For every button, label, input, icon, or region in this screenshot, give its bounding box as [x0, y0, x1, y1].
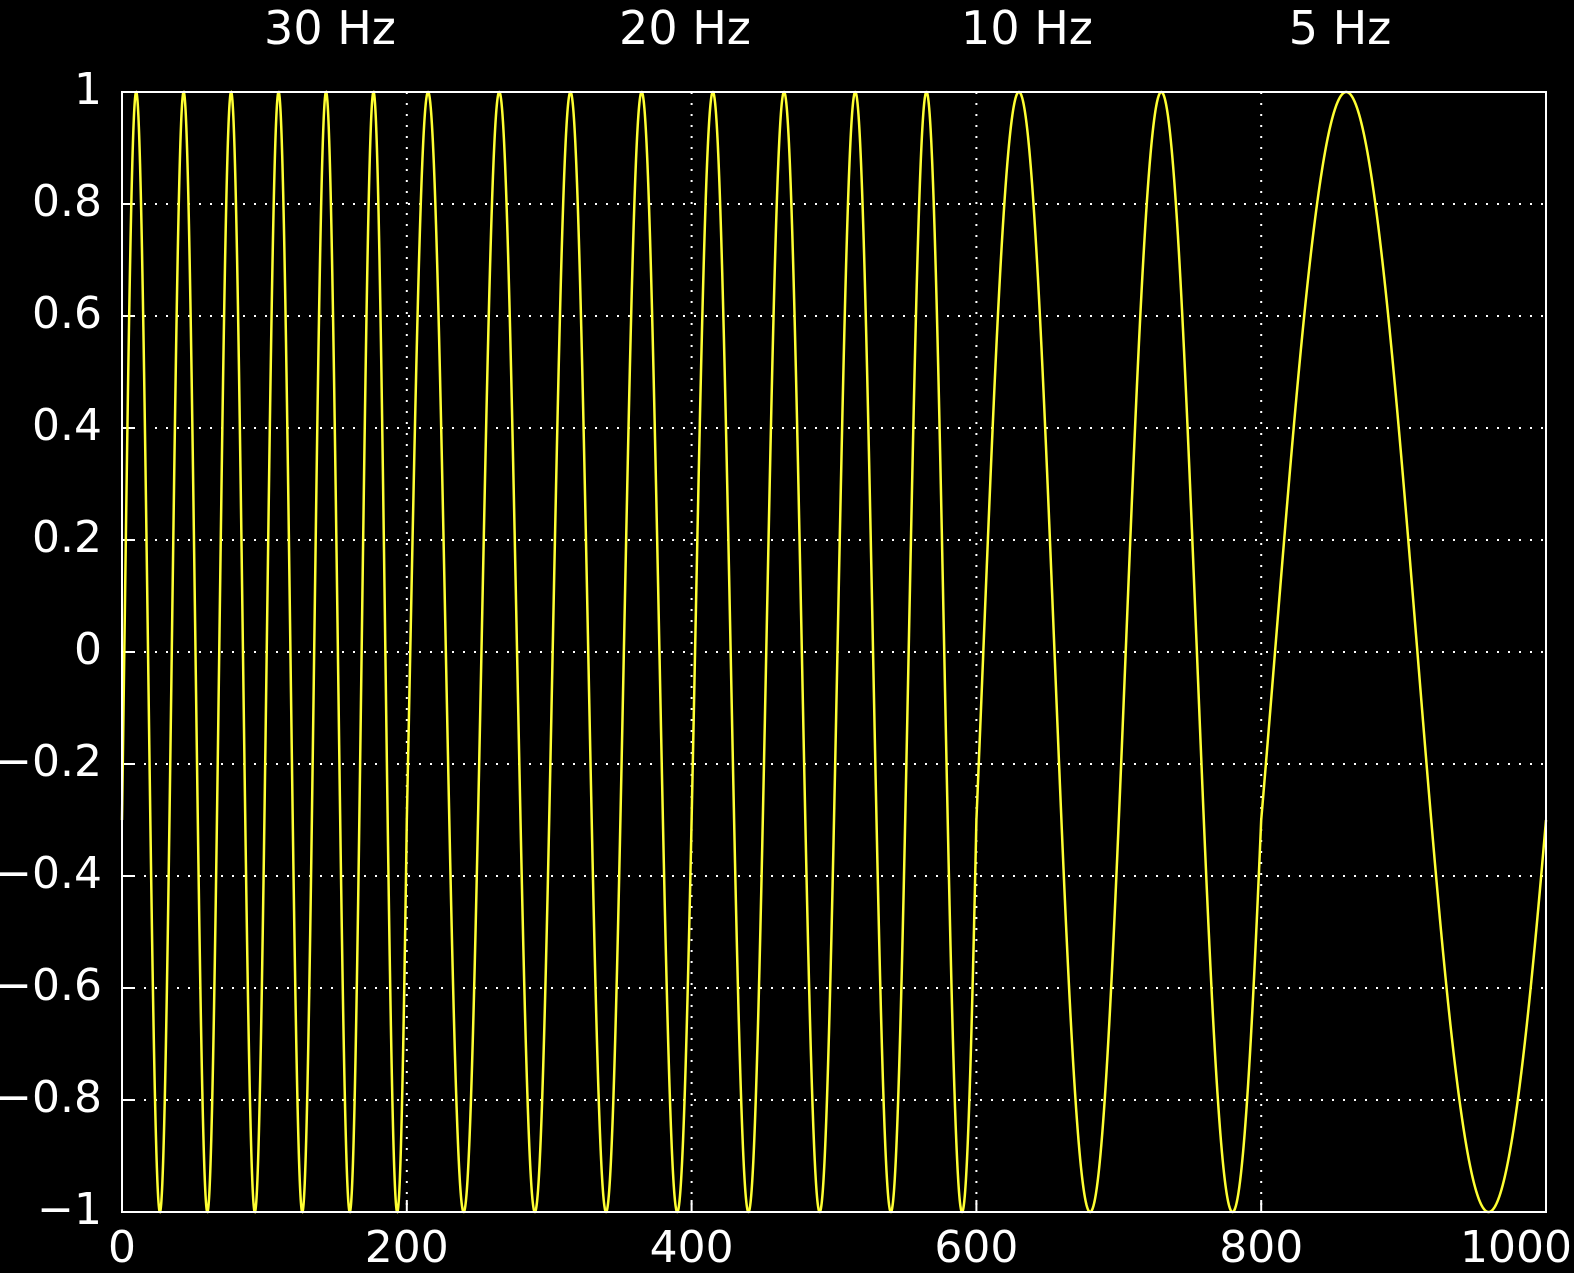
tick-labels: 10.80.60.40.20−0.2−0.4−0.6−0.8−10 200 400 6… [0, 64, 1572, 1273]
y-tick-label: 0.8 [32, 176, 102, 227]
band-label: 5 Hz [1289, 1, 1392, 55]
y-tick-label: −0.4 [0, 848, 102, 899]
y-tick-label: 0.2 [32, 512, 102, 563]
y-tick-label: 0.6 [32, 288, 102, 339]
grid-layer [122, 92, 1546, 1212]
y-tick-label: −1 [37, 1184, 102, 1235]
band-label: 30 Hz [264, 1, 396, 55]
signal-series-line [120, 90, 1548, 1214]
x-tick-label: 800 [1219, 1222, 1303, 1268]
x-tick-label: 200 [365, 1222, 449, 1268]
x-tick-label: 1000 [1460, 1222, 1572, 1268]
y-tick-label: 0 [74, 624, 102, 675]
y-tick-label: −0.2 [0, 736, 102, 787]
series-layer [120, 90, 1548, 1214]
band-label: 10 Hz [961, 1, 1093, 55]
x-tick-label: 0 [108, 1222, 136, 1268]
band-label: 20 Hz [619, 1, 751, 55]
x-tick-label: 400 [650, 1222, 734, 1268]
band-labels: 30 Hz 20 Hz 10 Hz 5 Hz [264, 1, 1391, 55]
plot-frame [121, 91, 1547, 1213]
x-tick-label: 600 [934, 1222, 1018, 1268]
y-tick-label: −0.6 [0, 960, 102, 1011]
y-tick-label: 1 [74, 64, 102, 115]
y-tick-label: −0.8 [0, 1072, 102, 1123]
y-tick-label: 0.4 [32, 400, 102, 451]
